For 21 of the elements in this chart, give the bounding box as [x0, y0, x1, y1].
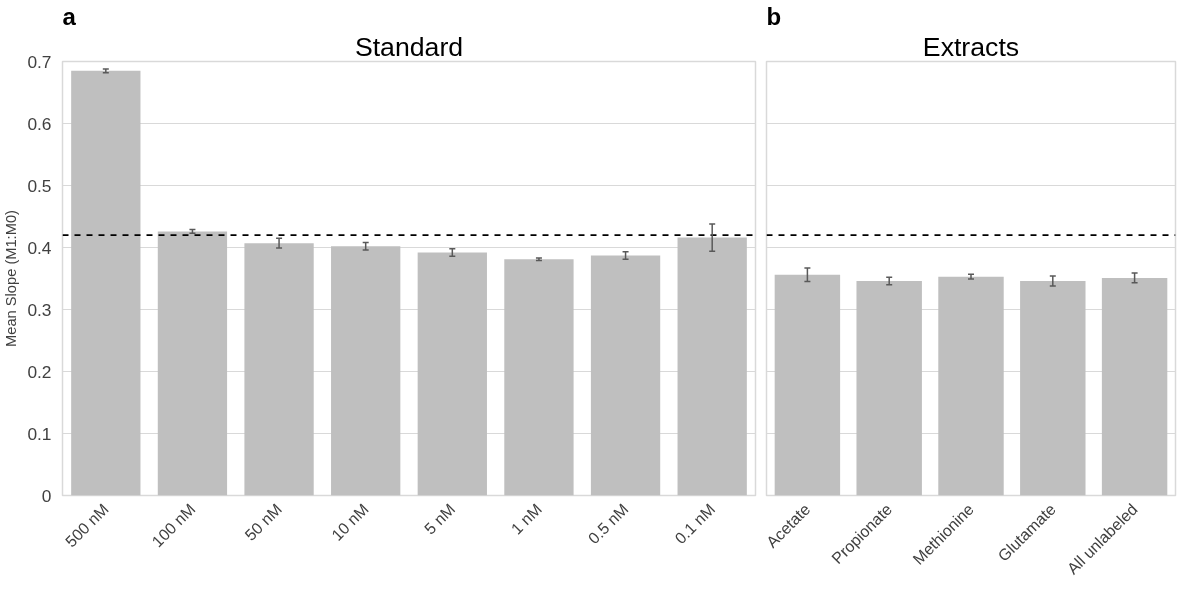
y-tick-label: 0 — [41, 485, 52, 506]
x-tick-label: 100 nM — [148, 500, 199, 551]
y-axis-title: Mean Slope (M1:M0) — [3, 210, 20, 347]
x-tick-label: 10 nM — [328, 500, 372, 544]
x-tick-label: 0.5 nM — [584, 500, 632, 548]
text: a — [62, 2, 77, 30]
y-tick-label: 0.2 — [27, 361, 52, 382]
x-tick-label: 50 nM — [241, 500, 286, 544]
x-tick-label: 500 nM — [62, 500, 112, 551]
x-tick-label: 0.1 nM — [671, 500, 719, 548]
y-tick-label: 0.6 — [27, 113, 52, 134]
y-tick-label: 0.3 — [27, 299, 52, 320]
y-tick-label: 0.7 — [27, 51, 52, 72]
text: b — [766, 2, 782, 30]
x-tick-label: 1 nM — [507, 500, 545, 538]
chart-title: Extracts — [922, 31, 1020, 62]
y-tick-label: 0.4 — [27, 237, 52, 258]
y-tick-label: 0.5 — [27, 175, 52, 196]
y-tick-label: 0.1 — [27, 423, 52, 444]
chart-title: Standard — [354, 31, 464, 62]
x-tick-label: 5 nM — [421, 500, 459, 538]
